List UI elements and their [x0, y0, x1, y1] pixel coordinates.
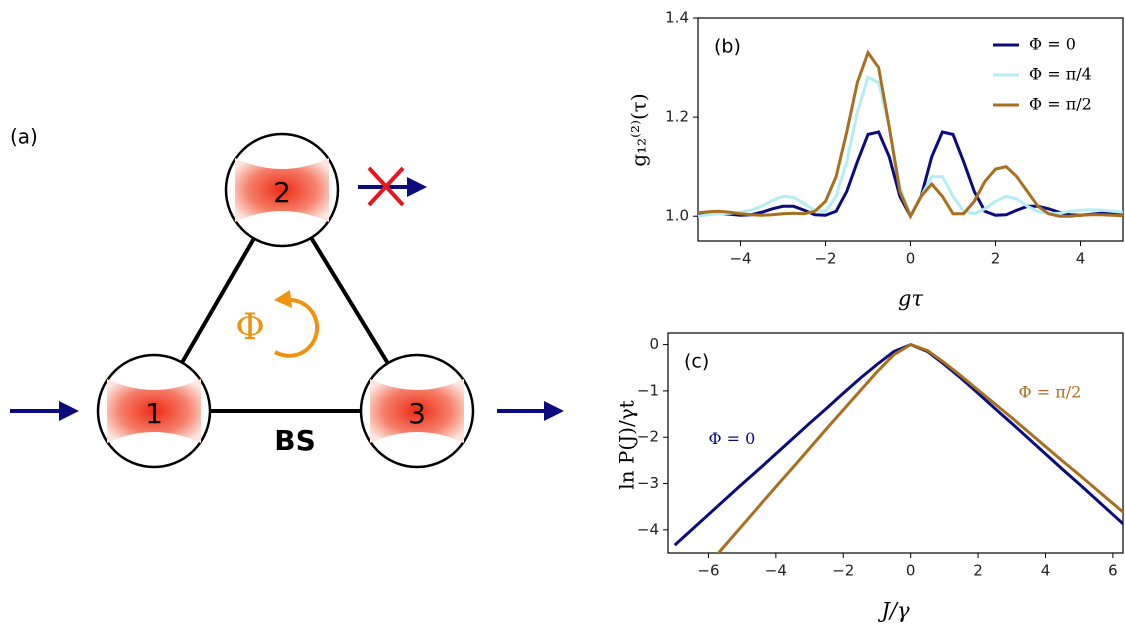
cavity: 2: [226, 134, 338, 246]
x-tick-label: −4: [765, 562, 787, 580]
x-tick-label: 2: [973, 562, 983, 580]
phase-arrow: [275, 300, 317, 356]
diagram: (a) 1 2 3 Φ BS: [10, 125, 560, 468]
x-tick-label: 2: [991, 250, 1001, 268]
y-tick-label: −4: [637, 520, 659, 538]
y-tick-label: 1.2: [665, 108, 689, 126]
x-tick-label: −6: [697, 562, 719, 580]
x-tick-label: 4: [1076, 250, 1086, 268]
panel-label: (a): [10, 125, 38, 149]
panel-label: (c): [684, 351, 709, 373]
x-tick-label: 4: [1041, 562, 1051, 580]
x-axis-label: gτ: [898, 287, 923, 311]
y-tick-label: −2: [637, 428, 659, 446]
edge-label: BS: [274, 424, 316, 457]
x-tick-label: 0: [906, 562, 916, 580]
chart: −6 −4 −2 0 2 4 6 0 −1 −2 −3 −4 J/γ ln P(J)/γt (c) Φ = 0…: [615, 333, 1125, 623]
x-tick-label: −2: [832, 562, 854, 580]
y-tick-label: −3: [637, 474, 659, 492]
cavity: 3: [361, 355, 473, 467]
annotation: Φ = 0: [708, 429, 755, 448]
node-label: 1: [145, 397, 163, 430]
chart: −4 −2 0 2 4 1.0 1.2 1.4 gτ g₁₂⁽²⁾(τ) (b) Φ = 0 Φ = π…: [627, 9, 1124, 311]
x-tick-label: 0: [906, 250, 916, 268]
legend-label: Φ = π/4: [1029, 65, 1092, 84]
y-tick-label: 1.4: [665, 9, 689, 27]
y-tick-label: 1.0: [665, 207, 689, 225]
node-label: 3: [408, 397, 426, 430]
figure: (a) 1 2 3 Φ BS −4 −2 0 2 4 1.0 1.2 1.4 gτ g₁₂⁽²⁾(…: [0, 0, 1125, 630]
x-tick-label: −2: [814, 250, 836, 268]
cavity: 1: [98, 355, 210, 467]
phase-arrowhead: [274, 290, 292, 308]
annotation: Φ = π/2: [1019, 383, 1082, 402]
y-axis-label: ln P(J)/γt: [615, 400, 639, 489]
phase-label: Φ: [235, 307, 265, 348]
x-tick-label: −4: [729, 250, 751, 268]
node-label: 2: [273, 176, 291, 209]
y-tick-label: 0: [649, 335, 659, 353]
y-tick-label: −1: [637, 381, 659, 399]
legend-label: Φ = π/2: [1029, 95, 1092, 114]
x-axis-label: J/γ: [877, 599, 909, 623]
y-axis-label: g₁₂⁽²⁾(τ): [627, 93, 651, 166]
legend-label: Φ = 0: [1029, 35, 1076, 54]
x-tick-label: 6: [1108, 562, 1118, 580]
series-line: [698, 132, 1123, 216]
panel-label: (b): [714, 36, 741, 58]
